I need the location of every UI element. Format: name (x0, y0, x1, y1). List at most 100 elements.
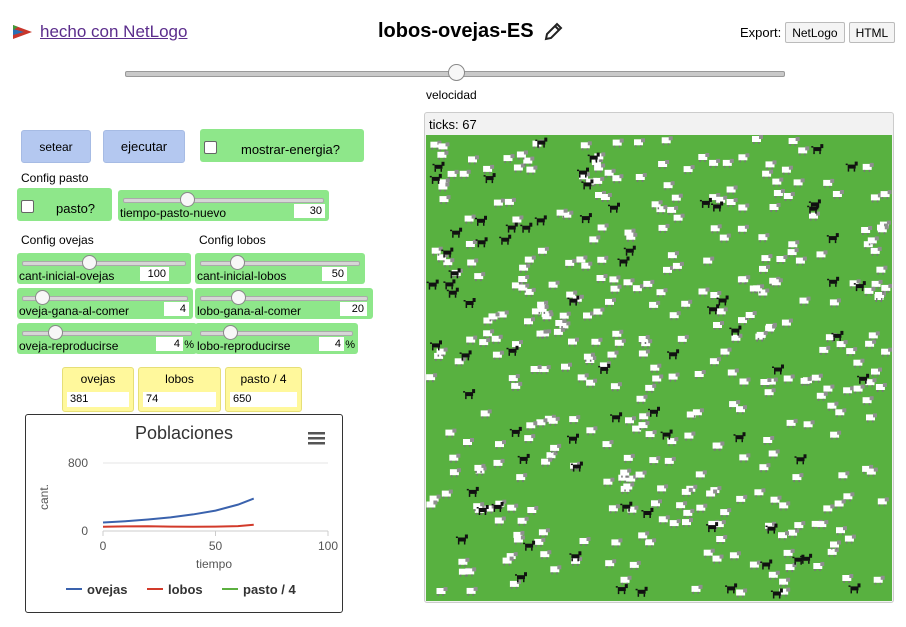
slider-track[interactable] (22, 331, 192, 336)
initial-sheep-slider[interactable]: cant-inicial-ovejas 100 (17, 253, 191, 284)
sheep-reproduce-slider[interactable]: oveja-reproducirse 4 % (17, 323, 197, 354)
sheep-agent (671, 193, 683, 203)
sheep-agent (776, 255, 788, 264)
monitor-value: 650 (230, 392, 297, 407)
wolf-agent (623, 245, 636, 256)
slider-thumb[interactable] (47, 325, 63, 340)
sheep-agent (479, 338, 491, 348)
slider-thumb[interactable] (231, 290, 247, 305)
sheep-agent (866, 413, 877, 423)
sheep-agent (765, 160, 777, 170)
wolf-agent (515, 572, 527, 583)
sheep-agent (772, 177, 784, 187)
show-energy-checkbox[interactable] (204, 141, 217, 154)
wolf-agent (475, 215, 487, 226)
sheep-agent (786, 418, 798, 428)
sheep-agent (638, 349, 650, 359)
sheep-agent (881, 283, 893, 293)
slider-value[interactable]: 30 (294, 204, 325, 218)
sheep-agent (752, 135, 763, 144)
slider-value[interactable]: 4 (319, 337, 344, 351)
slider-label: lobo-reproducirse (197, 339, 291, 353)
wolf-agent (443, 279, 456, 290)
slider-track[interactable] (22, 296, 188, 301)
grass-switch[interactable]: pasto? (17, 188, 112, 221)
sheep-agent (709, 158, 721, 168)
setup-button[interactable]: setear (21, 130, 91, 163)
slider-track[interactable] (22, 261, 186, 266)
sheep-agent (811, 373, 823, 383)
sheep-agent (534, 537, 546, 547)
sheep-agent (880, 190, 892, 200)
pencil-icon[interactable] (542, 21, 564, 43)
sheep-agent (783, 192, 795, 201)
slider-thumb[interactable] (229, 255, 245, 270)
initial-wolves-slider[interactable]: cant-inicial-lobos 50 (195, 253, 365, 284)
sheep-agent (597, 255, 609, 265)
sheep-agent (443, 258, 455, 268)
sheep-agent (651, 499, 662, 509)
sheep-agent (836, 526, 847, 536)
sheep-agent (737, 224, 749, 234)
netlogo-link[interactable]: hecho con NetLogo (40, 22, 188, 41)
sheep-agent (726, 198, 738, 207)
sheep-agent (773, 189, 785, 198)
slider-value[interactable]: 4 (164, 302, 189, 316)
slider-track[interactable] (200, 261, 360, 266)
slider-thumb[interactable] (82, 255, 98, 270)
sheep-agent (463, 438, 474, 447)
world-view[interactable]: ticks: 67 (424, 112, 894, 603)
sheep-agent (667, 437, 679, 447)
sheep-agent (696, 503, 708, 513)
sheep-agent (493, 198, 505, 208)
sheep-agent (436, 347, 448, 357)
sheep-agent (676, 501, 688, 511)
sheep-agent (436, 587, 448, 596)
sheep-agent (658, 160, 670, 169)
sheep-agent (673, 213, 685, 223)
sheep-agent (612, 174, 624, 184)
go-button[interactable]: ejecutar (103, 130, 185, 163)
sheep-agent (762, 169, 774, 179)
sheep-agent (604, 168, 616, 178)
slider-thumb[interactable] (222, 325, 238, 340)
slider-thumb[interactable] (179, 192, 195, 207)
sheep-agent (508, 374, 520, 384)
sheep-agent (538, 528, 550, 538)
grass-checkbox[interactable] (21, 200, 34, 213)
sheep-agent (759, 463, 771, 473)
sheep-agent (664, 456, 676, 466)
sheep-agent (437, 150, 449, 160)
sheep-agent (800, 376, 812, 386)
grass-regrowth-slider[interactable]: tiempo-pasto-nuevo 30 (118, 190, 329, 221)
world-canvas[interactable] (426, 135, 893, 601)
populations-plot: Poblaciones cant. tiempo 0 50 100 0 800 oveja… (25, 414, 343, 613)
slider-value[interactable]: 4 (156, 337, 183, 351)
export-netlogo-button[interactable]: NetLogo (785, 22, 845, 43)
wolf-gain-slider[interactable]: lobo-gana-al-comer 20 (195, 288, 373, 319)
chart-menu-icon[interactable] (308, 432, 325, 445)
sheep-agent (431, 246, 443, 256)
slider-value[interactable]: 20 (340, 302, 367, 316)
show-energy-switch[interactable]: mostrar-energia? (200, 129, 364, 162)
sheep-agent (793, 178, 805, 188)
sheep-agent (738, 203, 750, 213)
sheep-agent (853, 384, 865, 394)
slider-track[interactable] (123, 198, 324, 203)
slider-value[interactable]: 50 (322, 267, 347, 281)
sheep-agent (692, 408, 704, 418)
sheep-agent (830, 430, 842, 440)
wolf-agent (491, 501, 504, 512)
slider-track[interactable] (200, 296, 368, 301)
wolf-agent (620, 501, 633, 512)
speed-slider-thumb[interactable] (448, 64, 465, 81)
sheep-gain-slider[interactable]: oveja-gana-al-comer 4 (17, 288, 193, 319)
sheep-agent (798, 146, 810, 156)
slider-track[interactable] (200, 331, 353, 336)
slider-thumb[interactable] (35, 290, 50, 305)
sheep-agent (524, 287, 536, 297)
export-html-button[interactable]: HTML (848, 22, 896, 43)
slider-value[interactable]: 100 (140, 267, 169, 281)
wolf-agent (567, 295, 580, 306)
wolf-reproduce-slider[interactable]: lobo-reproducirse 4 % (195, 323, 358, 354)
